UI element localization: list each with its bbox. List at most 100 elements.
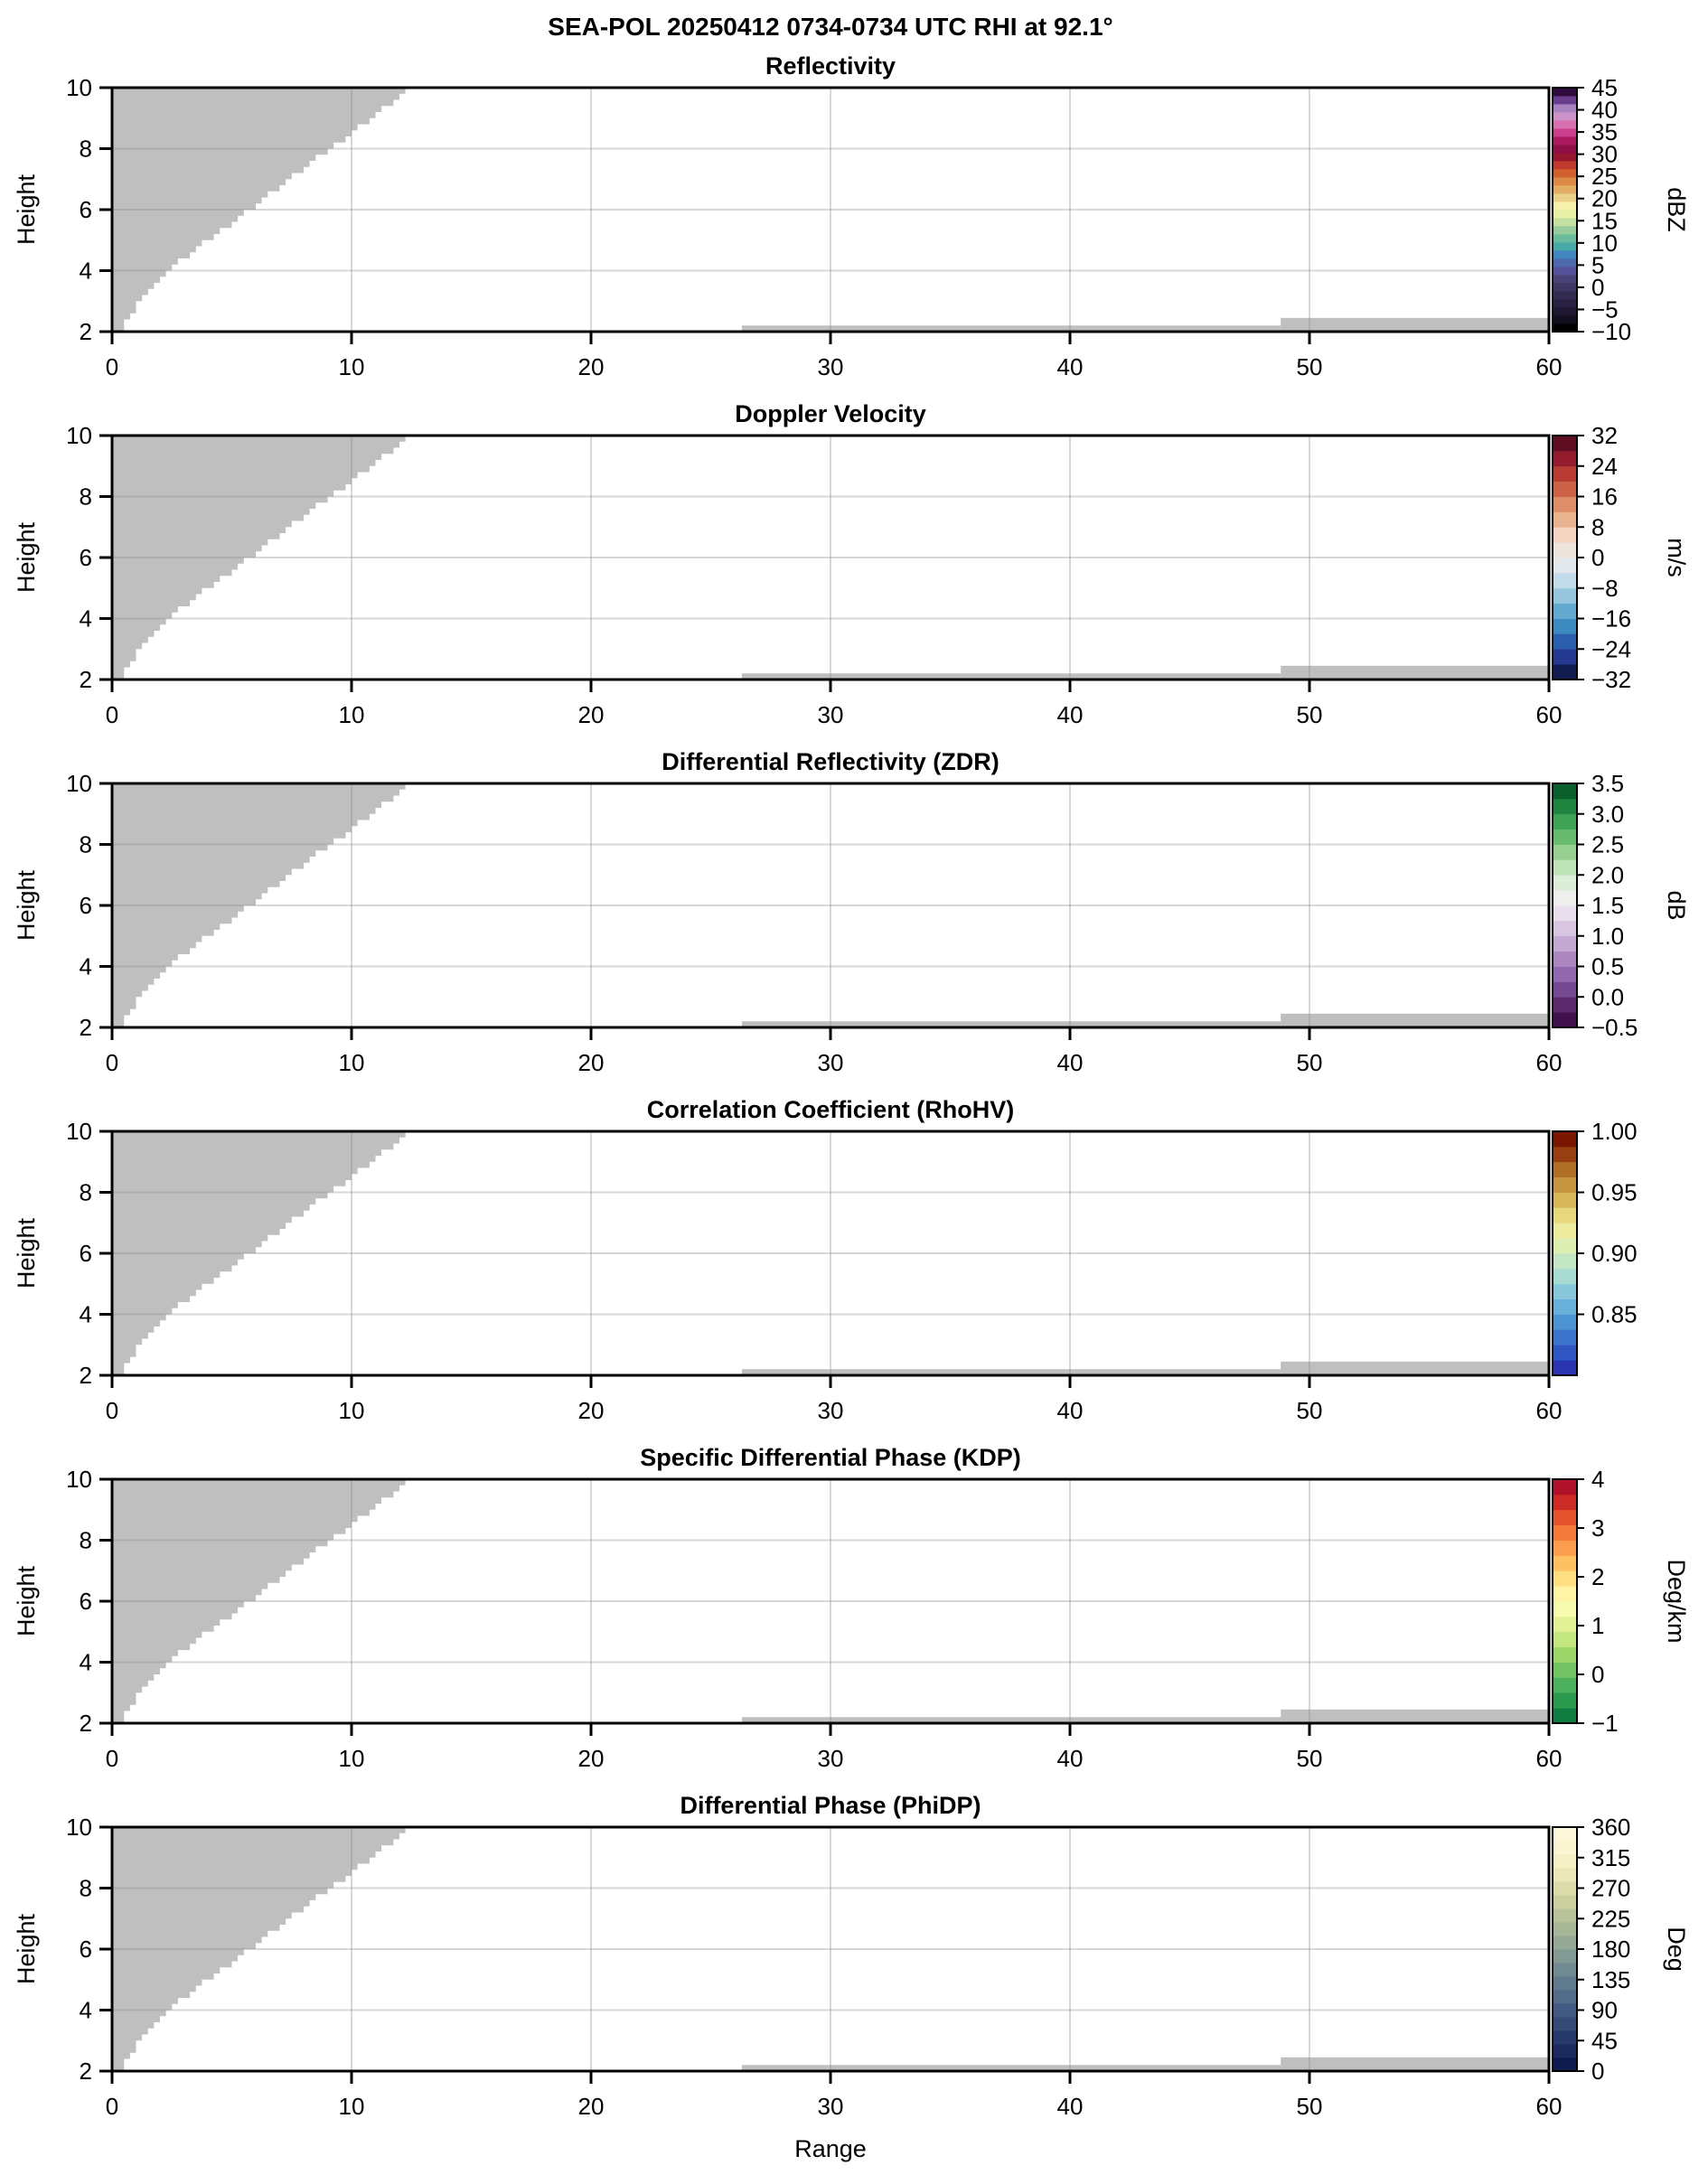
plot-frame xyxy=(110,434,1551,681)
colorbar-band xyxy=(1553,323,1577,333)
nodata-strip xyxy=(741,325,1281,332)
colorbar-band xyxy=(1553,2016,1577,2031)
colorbar-band xyxy=(1553,1975,1577,1991)
colorbar-band xyxy=(1553,813,1577,830)
x-tick-label: 40 xyxy=(1057,701,1084,728)
colorbar-tick-label: 225 xyxy=(1591,1905,1630,1932)
panel-title: Reflectivity xyxy=(765,52,896,80)
colorbar-tick-label: 1.0 xyxy=(1591,923,1624,950)
colorbar-band xyxy=(1553,1206,1577,1223)
y-tick-label: 4 xyxy=(80,1301,92,1328)
y-tick-label: 8 xyxy=(80,483,92,511)
colorbar-tick-label: 4 xyxy=(1591,1466,1604,1493)
colorbar-tick-label: 0.90 xyxy=(1591,1240,1638,1267)
colorbar-band xyxy=(1553,1359,1577,1376)
y-tick-label: 10 xyxy=(66,770,92,797)
colorbar-tick-label: 0 xyxy=(1591,274,1604,301)
nodata-wedge xyxy=(112,1479,406,1723)
colorbar-band xyxy=(1553,1540,1577,1556)
colorbar-band xyxy=(1553,1161,1577,1178)
colorbar-frame xyxy=(1552,1130,1578,1376)
x-tick-label: 10 xyxy=(339,701,365,728)
colorbar-band xyxy=(1553,1867,1577,1882)
colorbar-band xyxy=(1553,1524,1577,1541)
colorbar-band xyxy=(1553,1662,1577,1678)
colorbar-tick-label: 1.00 xyxy=(1591,1118,1638,1145)
y-axis-label: Height xyxy=(13,1565,40,1636)
colorbar-band xyxy=(1553,1894,1577,1909)
colorbar-tick-label: 0.5 xyxy=(1591,953,1624,980)
colorbar-band xyxy=(1553,980,1577,998)
colorbar-band xyxy=(1553,783,1577,800)
colorbar-band xyxy=(1553,258,1577,267)
nodata-strip xyxy=(1281,2057,1549,2071)
colorbar-band xyxy=(1553,481,1577,497)
colorbar-band xyxy=(1553,541,1577,558)
colorbar-band xyxy=(1553,290,1577,300)
colorbar-tick-label: 45 xyxy=(1591,74,1618,101)
colorbar-band xyxy=(1553,511,1577,528)
colorbar-tick-label: 3.0 xyxy=(1591,801,1624,828)
y-tick-label: 10 xyxy=(66,1466,92,1493)
colorbar-tick-label: 25 xyxy=(1591,163,1618,190)
colorbar-unit-label: m/s xyxy=(1663,538,1690,577)
colorbar-band xyxy=(1553,1298,1577,1315)
colorbar-band xyxy=(1553,1585,1577,1602)
colorbar-band xyxy=(1553,209,1577,219)
y-tick-label: 2 xyxy=(80,1362,92,1389)
colorbar-band xyxy=(1553,1948,1577,1964)
y-tick-label: 2 xyxy=(80,1014,92,1041)
y-tick-label: 8 xyxy=(80,1527,92,1554)
colorbar-band xyxy=(1553,282,1577,292)
plot-frame xyxy=(110,1825,1551,2073)
y-axis-label: Height xyxy=(13,1217,40,1289)
colorbar: 1.00 0.95 0.90 0.85 xyxy=(1552,1118,1638,1376)
colorbar-tick-label: 0 xyxy=(1591,2058,1604,2085)
colorbar-band xyxy=(1553,2043,1577,2058)
colorbar-band xyxy=(1553,2002,1577,2018)
x-tick-label: 50 xyxy=(1297,2093,1323,2120)
colorbar-band xyxy=(1553,274,1577,284)
colorbar-band xyxy=(1553,1616,1577,1633)
y-tick-label: 8 xyxy=(80,1179,92,1206)
x-tick-label: 20 xyxy=(578,701,605,728)
colorbar: 360 315 270 225 180 135 90 45 0 Deg xyxy=(1552,1814,1690,2085)
colorbar-band xyxy=(1553,829,1577,845)
colorbar-band xyxy=(1553,603,1577,619)
colorbar-band xyxy=(1553,1600,1577,1617)
colorbar-band xyxy=(1553,201,1577,211)
x-tick-label: 40 xyxy=(1057,2093,1084,2120)
colorbar-unit-label: dB xyxy=(1663,890,1690,920)
colorbar-band xyxy=(1553,314,1577,324)
y-tick-label: 6 xyxy=(80,1240,92,1267)
colorbar-band xyxy=(1553,1344,1577,1361)
colorbar-tick-label: 2 xyxy=(1591,1563,1604,1590)
colorbar-tick-label: 8 xyxy=(1591,513,1604,540)
nodata-strip xyxy=(741,673,1281,680)
colorbar-tick-label: 32 xyxy=(1591,422,1618,449)
nodata-wedge xyxy=(112,436,406,680)
colorbar-band xyxy=(1553,648,1577,665)
colorbar-band xyxy=(1553,306,1577,316)
nodata-strip xyxy=(1281,317,1549,332)
y-tick-label: 4 xyxy=(80,1997,92,2024)
colorbar-unit-label: Deg xyxy=(1663,1927,1690,1972)
colorbar-band xyxy=(1553,2030,1577,2045)
colorbar-band xyxy=(1553,874,1577,891)
colorbar-frame xyxy=(1552,783,1578,1028)
y-tick-label: 10 xyxy=(66,1118,92,1145)
plot-frame xyxy=(110,782,1551,1029)
colorbar-frame xyxy=(1552,87,1578,333)
colorbar-tick-label: 2.5 xyxy=(1591,831,1624,858)
colorbar-band xyxy=(1553,233,1577,243)
colorbar-band xyxy=(1553,87,1577,97)
colorbar-band xyxy=(1553,557,1577,574)
colorbar: 4 3 2 1 0 −1 Deg/km xyxy=(1552,1466,1690,1737)
x-tick-label: 40 xyxy=(1057,353,1084,380)
colorbar-band xyxy=(1553,572,1577,589)
colorbar-band xyxy=(1553,1853,1577,1869)
colorbar-band xyxy=(1553,1692,1577,1709)
colorbar-band xyxy=(1553,241,1577,251)
